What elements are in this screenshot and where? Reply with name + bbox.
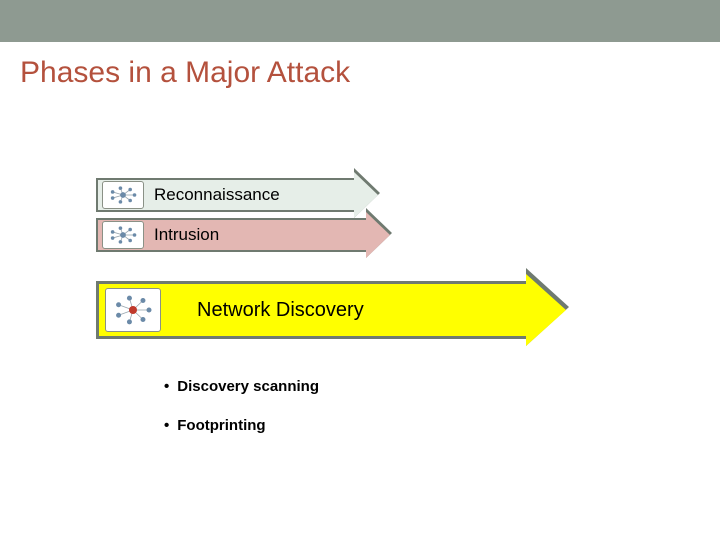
phase-label: Network Discovery	[197, 299, 364, 322]
bullet-dot-icon: •	[164, 417, 169, 434]
bullet-item: • Discovery scanning	[164, 378, 319, 395]
bullet-text: Discovery scanning	[177, 378, 319, 395]
top-bar	[0, 0, 720, 42]
phase-arrow-intrusion: Intrusion	[96, 216, 392, 254]
network-icon	[102, 221, 144, 249]
arrow-head	[366, 210, 392, 260]
arrow-head	[526, 271, 569, 349]
phase-arrow-network-discovery: Network Discovery	[96, 278, 569, 342]
phase-arrow-reconnaissance: Reconnaissance	[96, 176, 380, 214]
bullet-list: • Discovery scanning • Footprinting	[164, 378, 319, 456]
bullet-text: Footprinting	[177, 417, 265, 434]
phase-label: Intrusion	[154, 225, 219, 245]
phase-label: Reconnaissance	[154, 185, 280, 205]
bullet-item: • Footprinting	[164, 417, 319, 434]
network-icon	[102, 181, 144, 209]
bullet-dot-icon: •	[164, 378, 169, 395]
page-title: Phases in a Major Attack	[20, 56, 350, 90]
network-icon	[105, 288, 161, 332]
